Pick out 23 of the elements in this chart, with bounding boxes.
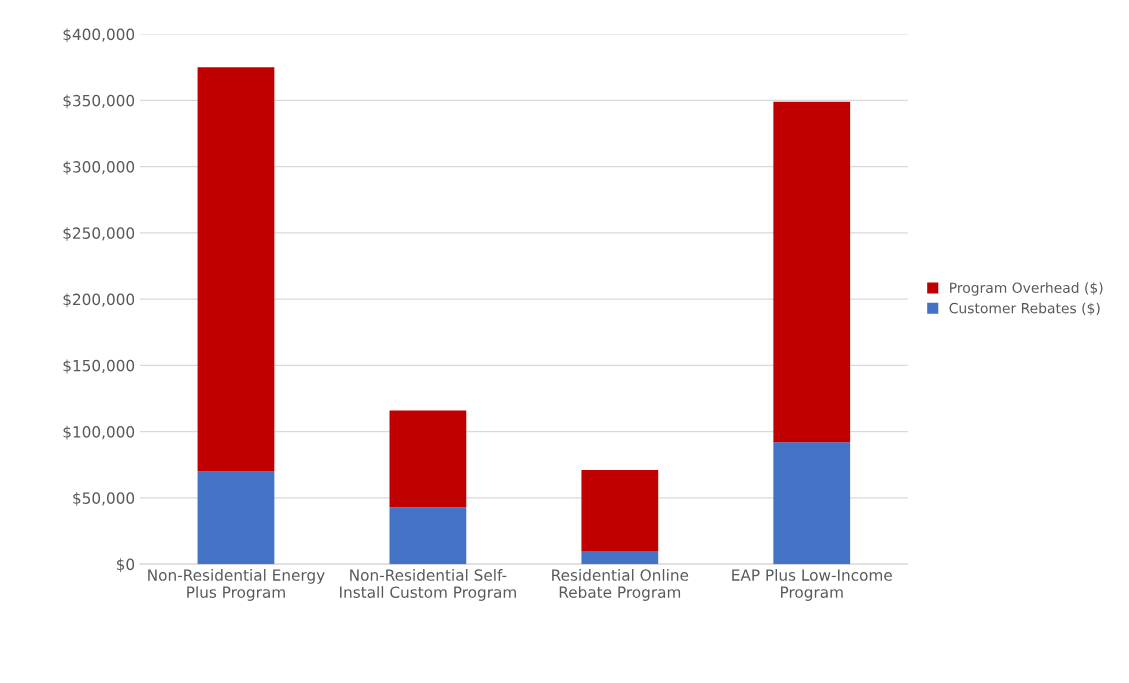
y-tick-label: $200,000 [63,293,135,308]
legend-label: Program Overhead ($) [950,282,1103,296]
bar [389,507,467,565]
x-tick-label: Non-Residential Self- Install Custom Program [340,569,516,601]
bar [197,471,275,565]
y-tick-label: $400,000 [63,28,135,43]
y-tick-label: $100,000 [63,425,135,440]
y-tick-label: $0 [116,558,135,573]
bar [389,410,467,508]
legend-label: Customer Rebates ($) [949,302,1100,316]
y-tick-label: $250,000 [63,227,135,241]
y-tick-label: $350,000 [63,94,135,109]
bar [581,550,659,565]
x-tick-label: Non-Residential Energy Plus Program [148,569,325,601]
bar [773,101,851,443]
y-tick-label: $300,000 [63,160,135,175]
bar [773,442,851,565]
x-tick-label: EAP Plus Low-Income Program [732,569,892,601]
x-tick-label: Residential Online Rebate Program [552,569,689,601]
bar [581,470,659,551]
y-tick-label: $150,000 [63,359,135,374]
y-tick-label: $50,000 [73,492,135,506]
bar [197,67,275,472]
